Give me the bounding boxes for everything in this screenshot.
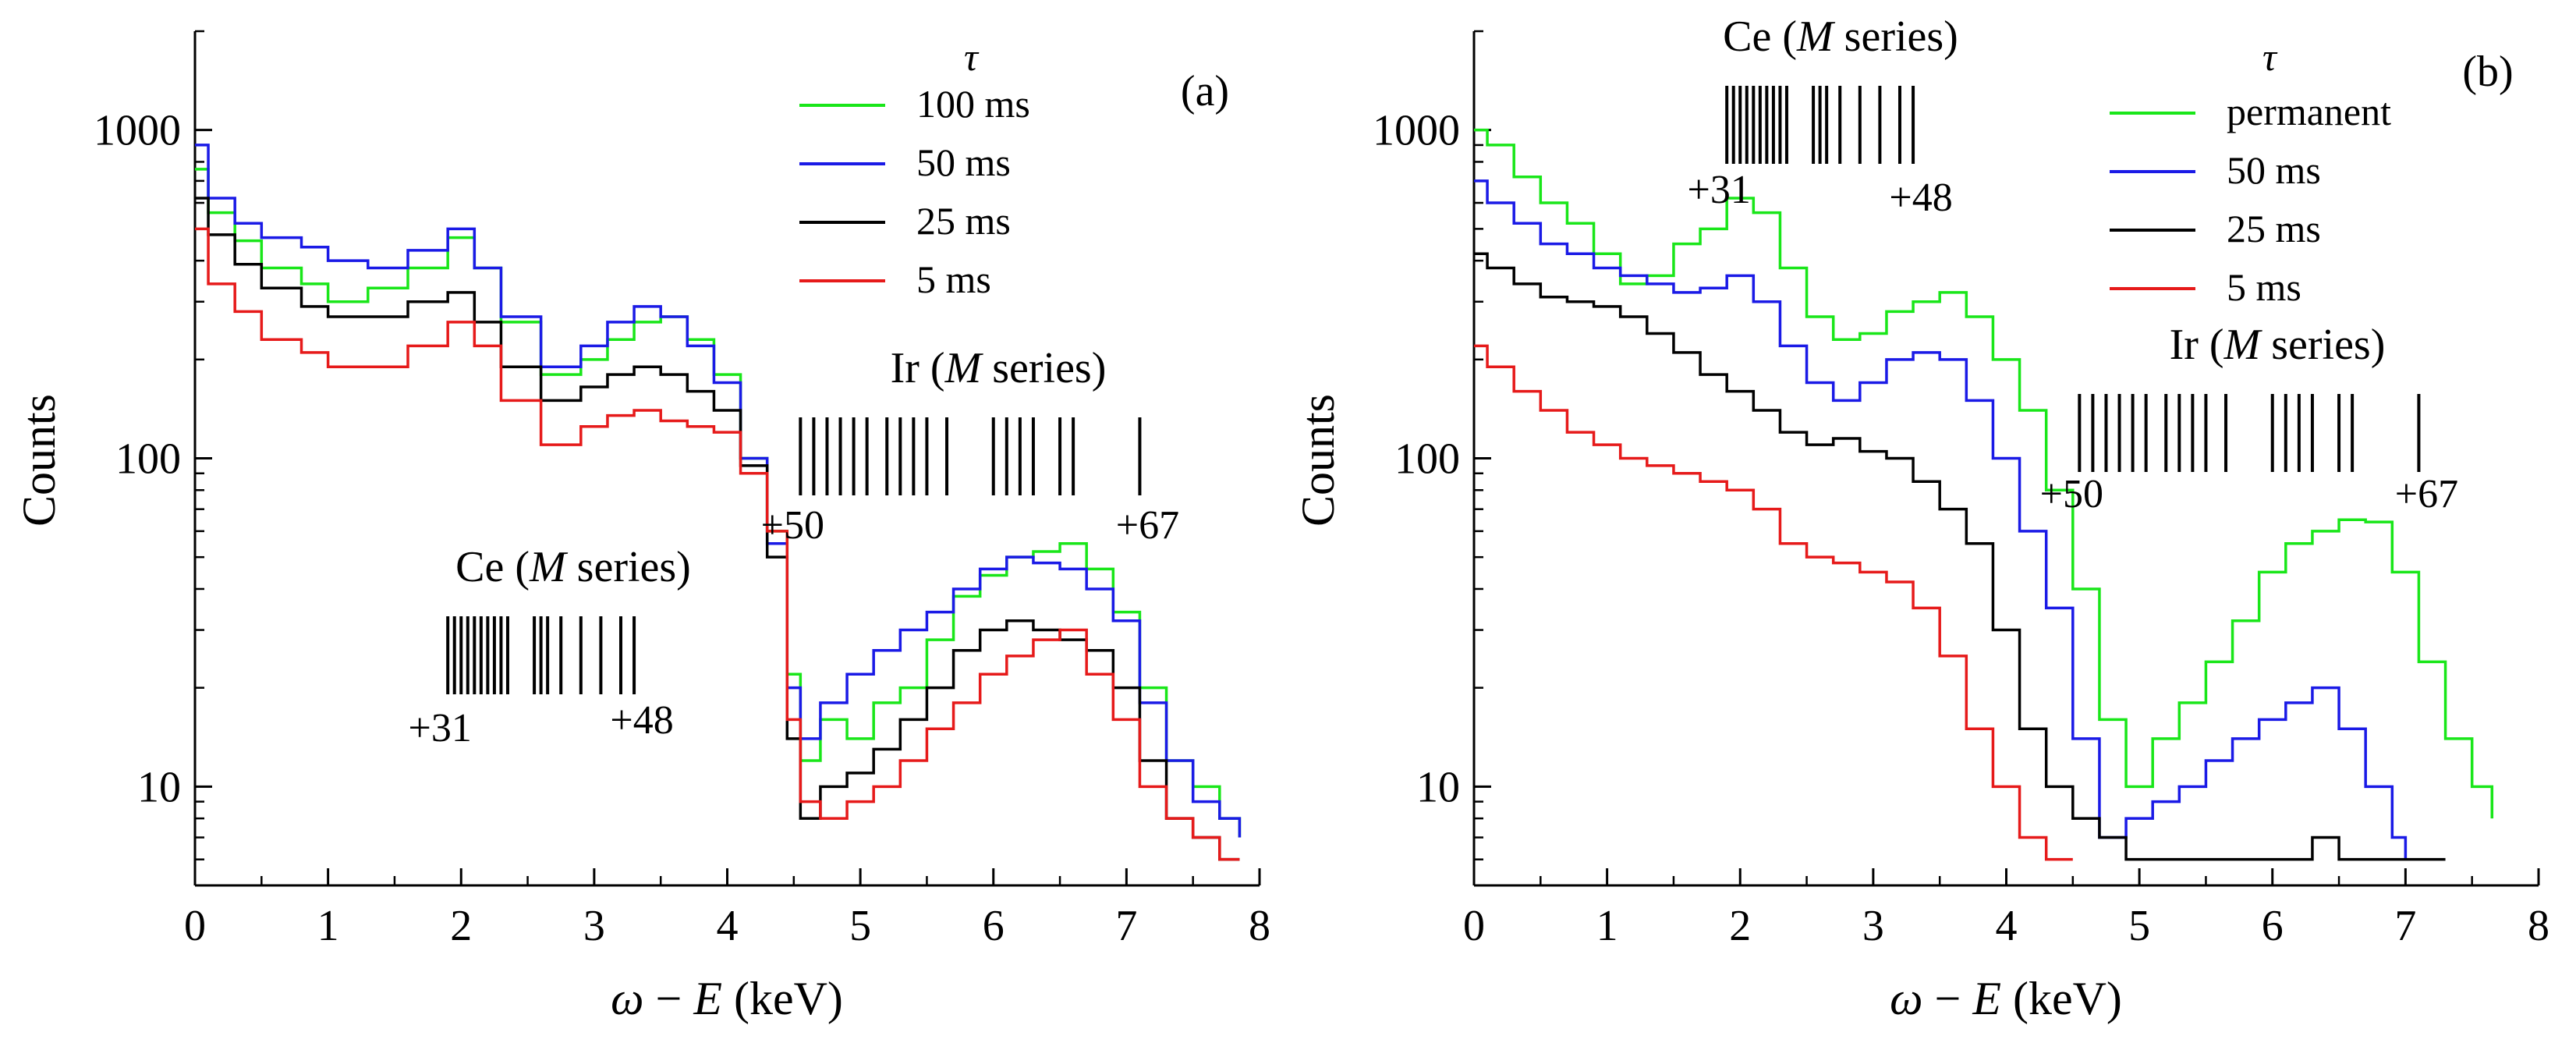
marker-end-label: +67	[2395, 472, 2458, 516]
marker-end-label: +48	[1889, 176, 1952, 220]
x-tick-label: 6	[2262, 902, 2284, 950]
x-axis-title: ω − E (keV)	[611, 973, 843, 1024]
x-tick-label: 7	[1115, 902, 1137, 950]
x-tick-label: 0	[1463, 902, 1485, 950]
x-tick-label: 2	[1729, 902, 1751, 950]
legend-title: τ	[2262, 35, 2278, 79]
panel-b: 0 1 2 3 4 5 6 7 8 10 100 1000 ω − E (keV) Counts (b) τp…	[1292, 12, 2549, 1024]
panel-a: 0 1 2 3 4 5 6 7 8 10 100 1000 ω − E (keV) Counts (a) τ1…	[13, 30, 1270, 1024]
series-line-5-ms	[1474, 344, 2073, 861]
x-tick-label: 5	[849, 902, 871, 950]
series-line-25-ms	[195, 197, 1240, 861]
series-line-50-ms	[1474, 179, 2408, 860]
y-tick-label: 100	[115, 435, 181, 484]
marker-start-label: +31	[1688, 168, 1751, 212]
marker-start-label: +50	[2040, 472, 2103, 516]
y-axis-title: Counts	[13, 394, 65, 527]
panel-label: (a)	[1181, 67, 1229, 115]
series-line-100-ms	[195, 168, 1242, 838]
y-tick-label: 10	[1416, 763, 1460, 811]
x-tick-label: 4	[1996, 902, 2018, 950]
series-line-5-ms	[195, 227, 1240, 861]
legend-label: 5 ms	[2227, 265, 2301, 309]
marker-start-label: +31	[409, 706, 472, 750]
marker-end-label: +48	[610, 698, 673, 743]
x-tick-label: 7	[2394, 902, 2416, 950]
x-tick-label: 4	[717, 902, 739, 950]
series-line-25-ms	[1474, 252, 2446, 861]
y-tick-label: 1000	[94, 107, 181, 155]
series-line-50-ms	[195, 144, 1242, 838]
x-tick-label: 3	[583, 902, 605, 950]
legend-label: 100 ms	[916, 82, 1030, 126]
legend-label: permanent	[2227, 90, 2391, 133]
marker-series-label: Ir (M series)	[2170, 321, 2386, 369]
marker-group-1: Ir (M series) +50 +67	[761, 344, 1179, 548]
x-tick-label: 8	[2528, 902, 2549, 950]
marker-group-0: Ce (M series) +31 +48	[1688, 12, 1958, 220]
marker-series-label: Ce (M series)	[1723, 12, 1958, 61]
y-tick-label: 1000	[1373, 107, 1460, 155]
x-tick-label: 2	[450, 902, 472, 950]
y-tick-label: 100	[1394, 435, 1460, 484]
y-axis-title: Counts	[1292, 394, 1344, 527]
y-tick-label: 10	[137, 763, 181, 811]
x-tick-label: 1	[317, 902, 339, 950]
marker-series-label: Ce (M series)	[455, 543, 691, 591]
x-tick-label: 8	[1249, 902, 1270, 950]
x-axis-title: ω − E (keV)	[1890, 973, 2122, 1024]
marker-end-label: +67	[1116, 503, 1179, 548]
marker-group-1: Ir (M series) +50 +67	[2040, 321, 2458, 516]
legend-label: 25 ms	[916, 199, 1011, 243]
legend-label: 50 ms	[916, 140, 1011, 184]
x-tick-label: 6	[983, 902, 1005, 950]
marker-group-0: Ce (M series) +31 +48	[409, 543, 691, 750]
x-tick-label: 0	[184, 902, 206, 950]
x-tick-label: 3	[1862, 902, 1884, 950]
x-tick-label: 1	[1596, 902, 1618, 950]
marker-start-label: +50	[761, 503, 824, 548]
legend-title: τ	[964, 35, 980, 79]
legend-label: 25 ms	[2227, 207, 2321, 250]
x-tick-label: 5	[2128, 902, 2150, 950]
marker-series-label: Ir (M series)	[891, 344, 1107, 392]
legend-label: 5 ms	[916, 257, 991, 301]
legend-label: 50 ms	[2227, 148, 2321, 192]
panel-label: (b)	[2462, 48, 2513, 96]
